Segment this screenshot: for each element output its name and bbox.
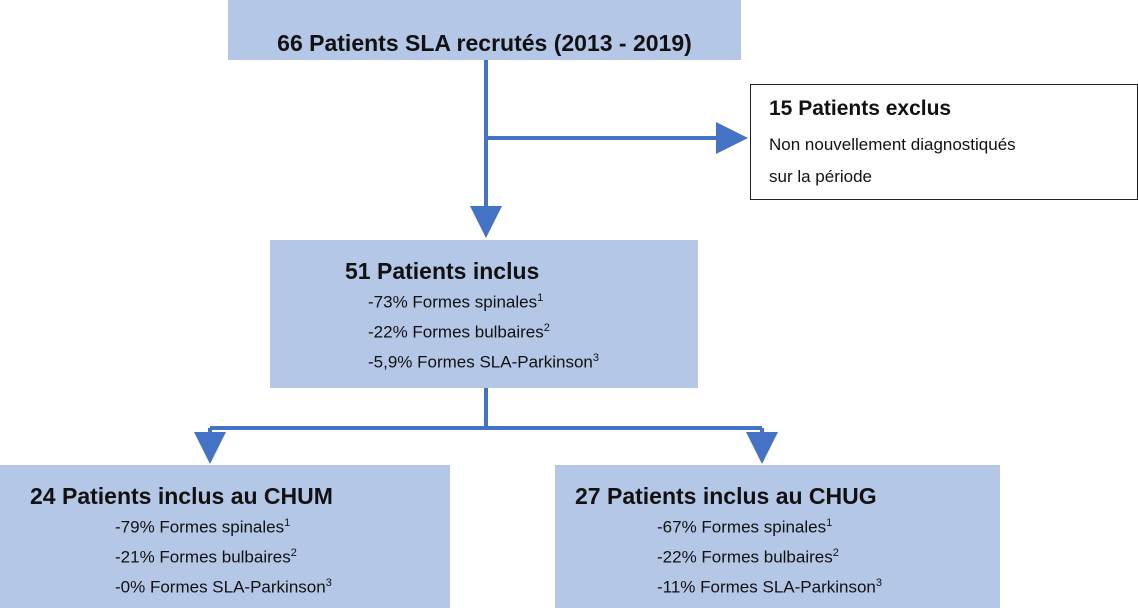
box-item: -73% Formes spinales1: [368, 292, 543, 313]
footnote-mark: 1: [537, 292, 544, 304]
footnote-mark: 1: [826, 517, 833, 529]
item-text: -11% Formes SLA-Parkinson: [657, 577, 876, 597]
chug-box: 27 Patients inclus au CHUG -67% Formes sp…: [555, 465, 1000, 608]
footnote-mark: 3: [875, 577, 882, 589]
box-title: 66 Patients SLA recrutés (2013 - 2019): [277, 30, 692, 56]
footnote-mark: 2: [290, 547, 297, 559]
box-title: 27 Patients inclus au CHUG: [575, 483, 877, 509]
box-item: -21% Formes bulbaires2: [115, 547, 297, 568]
box-item: -0% Formes SLA-Parkinson3: [115, 577, 332, 598]
box-item: -22% Formes bulbaires2: [368, 322, 550, 343]
box-title: 15 Patients exclus: [769, 97, 952, 120]
chum-box: 24 Patients inclus au CHUM -79% Formes sp…: [0, 465, 450, 608]
box-item: -11% Formes SLA-Parkinson3: [657, 577, 882, 598]
box-item: -79% Formes spinales1: [115, 517, 290, 538]
box-text: Non nouvellement diagnostiqués: [769, 135, 1016, 154]
recruited-box: 66 Patients SLA recrutés (2013 - 2019): [228, 0, 741, 60]
item-text: -67% Formes spinales: [657, 517, 827, 537]
item-text: -79% Formes spinales: [115, 517, 285, 537]
item-text: -21% Formes bulbaires: [115, 547, 291, 567]
item-text: -0% Formes SLA-Parkinson: [115, 577, 326, 597]
footnote-mark: 2: [543, 322, 550, 334]
footnote-mark: 1: [284, 517, 291, 529]
footnote-mark: 3: [592, 352, 599, 364]
footnote-mark: 3: [325, 577, 332, 589]
item-text: -22% Formes bulbaires: [368, 322, 544, 342]
included-box: 51 Patients inclus -73% Formes spinales1-…: [270, 240, 698, 388]
footnote-mark: 2: [832, 547, 839, 559]
box-item: -67% Formes spinales1: [657, 517, 832, 538]
excluded-box: 15 Patients exclus Non nouvellement diag…: [750, 84, 1138, 200]
box-title: 24 Patients inclus au CHUM: [30, 483, 333, 509]
item-text: -73% Formes spinales: [368, 292, 538, 312]
box-item: -5,9% Formes SLA-Parkinson3: [368, 352, 599, 373]
box-text: sur la période: [769, 167, 873, 186]
item-text: -22% Formes bulbaires: [657, 547, 833, 567]
box-item: -22% Formes bulbaires2: [657, 547, 839, 568]
box-title: 51 Patients inclus: [345, 258, 540, 284]
item-text: -5,9% Formes SLA-Parkinson: [368, 352, 593, 372]
